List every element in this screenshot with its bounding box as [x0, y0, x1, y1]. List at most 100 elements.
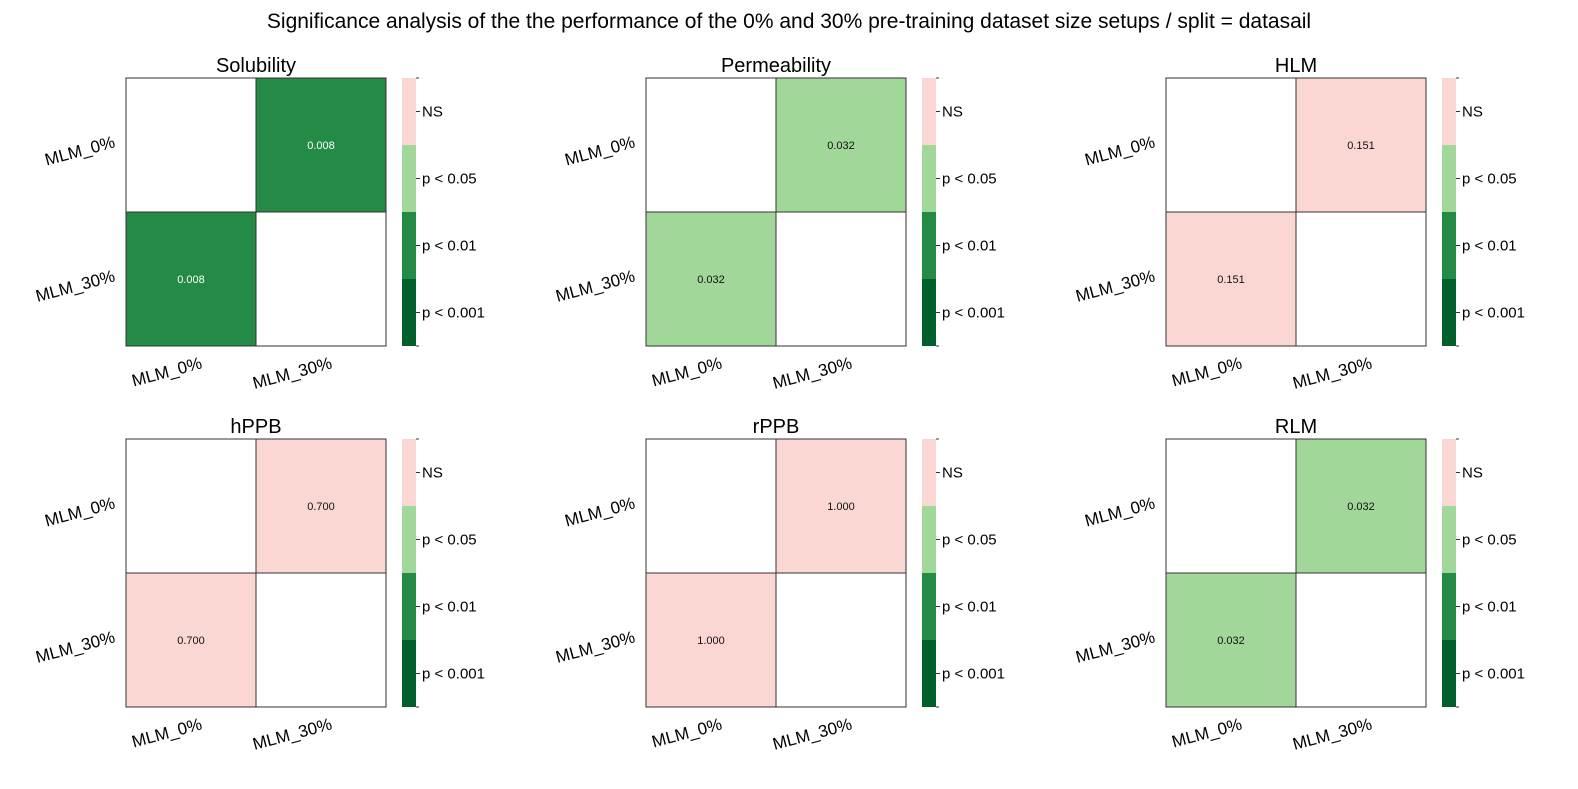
cell-value-label: 0.032: [697, 274, 725, 286]
legend-swatch: [1442, 212, 1456, 279]
legend-label: p < 0.05: [422, 532, 477, 549]
col-tick-label: MLM_30%: [1291, 354, 1374, 393]
cell-value-label: 0.032: [1217, 635, 1245, 647]
row-tick-label: MLM_0%: [1083, 494, 1157, 531]
panel-title: Solubility: [216, 55, 296, 77]
panel-permeability: Permeability 0.032 0.032 MLM_0% MLM_30% MLM_0…: [554, 55, 1005, 393]
cell-value-label: 0.008: [307, 140, 335, 152]
cell-value-label: 0.032: [1347, 501, 1375, 513]
legend-label: NS: [1462, 104, 1483, 121]
col-tick-label: MLM_30%: [251, 354, 334, 393]
cell-value-label: 0.151: [1347, 140, 1375, 152]
heatmap-cell: [125, 572, 257, 708]
panel-solubility: Solubility 0.008 0.008 MLM_0% MLM_30% MLM_0% M…: [34, 55, 485, 393]
legend-label: p < 0.001: [942, 666, 1005, 683]
legend-label: p < 0.01: [1462, 599, 1517, 616]
legend-swatch: [402, 78, 416, 145]
panel-rlm: RLM 0.032 0.032 MLM_0% MLM_30% MLM_0% MLM_30% N…: [1074, 416, 1525, 754]
heatmap-cell: [1295, 77, 1427, 213]
legend-swatch: [922, 573, 936, 640]
col-tick-label: MLM_30%: [771, 715, 854, 754]
legend-label: p < 0.05: [942, 171, 997, 188]
legend-label: p < 0.05: [1462, 171, 1517, 188]
legend-swatch: [1442, 439, 1456, 506]
row-tick-label: MLM_30%: [554, 628, 637, 667]
legend-label: p < 0.001: [1462, 666, 1525, 683]
legend-label: p < 0.05: [942, 532, 997, 549]
legend-label: p < 0.001: [422, 305, 485, 322]
legend-swatch: [922, 439, 936, 506]
row-tick-label: MLM_30%: [1074, 267, 1157, 306]
row-tick-label: MLM_30%: [34, 267, 117, 306]
legend-label: p < 0.01: [942, 599, 997, 616]
cell-value-label: 1.000: [697, 635, 725, 647]
legend-label: p < 0.01: [1462, 238, 1517, 255]
heatmap-cell: [1165, 438, 1297, 574]
heatmap-cell: [1295, 438, 1427, 574]
panel-title: RLM: [1275, 416, 1317, 438]
legend-label: p < 0.05: [422, 171, 477, 188]
legend-label: p < 0.01: [942, 238, 997, 255]
panel-hlm: HLM 0.151 0.151 MLM_0% MLM_30% MLM_0% MLM_30% N…: [1074, 55, 1525, 393]
legend-swatch: [922, 279, 936, 346]
cell-value-label: 0.032: [827, 140, 855, 152]
legend-label: NS: [942, 104, 963, 121]
legend-swatch: [402, 279, 416, 346]
col-tick-label: MLM_30%: [251, 715, 334, 754]
heatmap-cell: [775, 77, 907, 213]
legend-swatch: [1442, 279, 1456, 346]
legend-label: p < 0.01: [422, 238, 477, 255]
cell-value-label: 1.000: [827, 501, 855, 513]
legend-label: p < 0.05: [1462, 532, 1517, 549]
legend-swatch: [402, 212, 416, 279]
legend-label: p < 0.001: [422, 666, 485, 683]
row-tick-label: MLM_0%: [43, 494, 117, 531]
panel-title: hPPB: [230, 416, 281, 438]
legend-swatch: [1442, 573, 1456, 640]
panel-hppb: hPPB 0.700 0.700 MLM_0% MLM_30% MLM_0% MLM_30%…: [34, 416, 485, 754]
row-tick-label: MLM_30%: [1074, 628, 1157, 667]
legend-swatch: [922, 506, 936, 573]
legend-label: NS: [1462, 465, 1483, 482]
panel-title: rPPB: [753, 416, 800, 438]
heatmap-cell: [775, 211, 907, 347]
legend-swatch: [402, 573, 416, 640]
heatmap-cell: [645, 211, 777, 347]
heatmap-cell: [775, 572, 907, 708]
legend-label: p < 0.001: [1462, 305, 1525, 322]
row-tick-label: MLM_30%: [554, 267, 637, 306]
legend-swatch: [1442, 506, 1456, 573]
col-tick-label: MLM_30%: [771, 354, 854, 393]
legend-swatch: [922, 212, 936, 279]
heatmap-cell: [1295, 211, 1427, 347]
heatmap-cell: [255, 438, 387, 574]
cell-value-label: 0.008: [177, 274, 205, 286]
legend-swatch: [402, 506, 416, 573]
col-tick-label: MLM_0%: [1170, 715, 1244, 752]
figure-title: Significance analysis of the the perform…: [266, 10, 1312, 33]
heatmap-cell: [125, 438, 257, 574]
col-tick-label: MLM_30%: [1291, 715, 1374, 754]
col-tick-label: MLM_0%: [130, 715, 204, 752]
legend-swatch: [922, 78, 936, 145]
row-tick-label: MLM_0%: [563, 133, 637, 170]
col-tick-label: MLM_0%: [650, 354, 724, 391]
heatmap-cell: [645, 77, 777, 213]
legend-swatch: [402, 439, 416, 506]
legend-swatch: [922, 640, 936, 707]
heatmap-cell: [775, 438, 907, 574]
heatmap-cell: [255, 211, 387, 347]
heatmap-cell: [645, 438, 777, 574]
legend-label: NS: [942, 465, 963, 482]
row-tick-label: MLM_0%: [1083, 133, 1157, 170]
col-tick-label: MLM_0%: [130, 354, 204, 391]
col-tick-label: MLM_0%: [650, 715, 724, 752]
legend-label: p < 0.001: [942, 305, 1005, 322]
heatmap-cell: [125, 211, 257, 347]
row-tick-label: MLM_0%: [563, 494, 637, 531]
heatmap-cell: [255, 572, 387, 708]
heatmap-cell: [1165, 77, 1297, 213]
panel-title: HLM: [1275, 55, 1317, 77]
row-tick-label: MLM_30%: [34, 628, 117, 667]
